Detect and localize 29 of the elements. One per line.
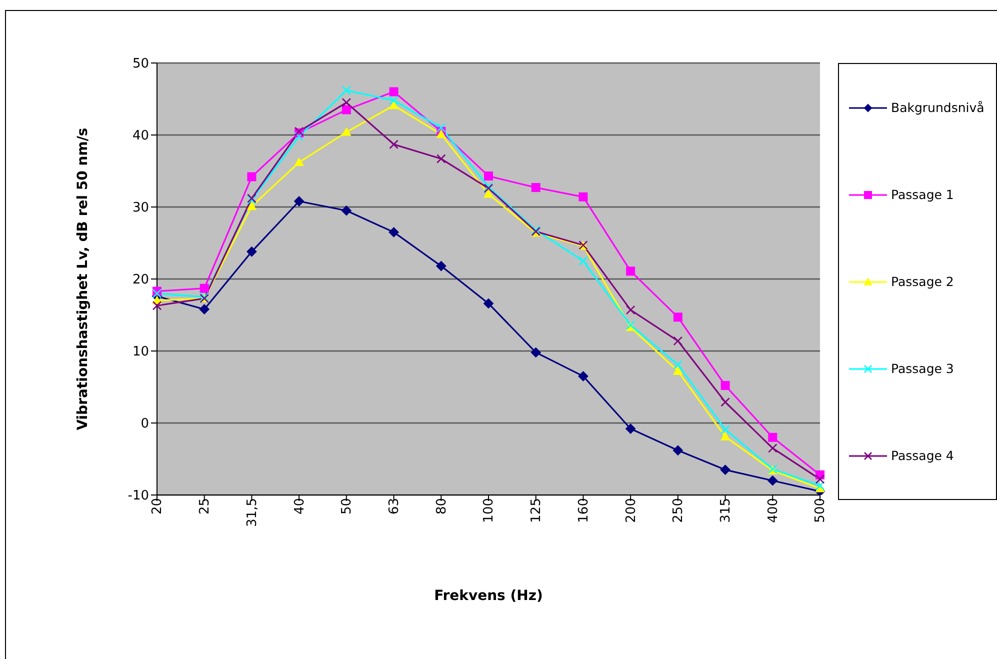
y-axis-title: Vibrationshastighet Lv, dB rel 50 nm/s: [74, 128, 91, 430]
x-tick-label: 125: [529, 498, 544, 523]
legend-label: Passage 3: [891, 361, 954, 376]
x-tick-label: 160: [576, 498, 592, 523]
y-tick-label: 50: [132, 56, 149, 72]
y-tick-label: 20: [132, 272, 149, 288]
y-tick-label: 30: [132, 200, 149, 216]
x-tick-label: 315: [718, 498, 734, 523]
x-tick-label: 25: [198, 498, 213, 515]
x-tick-label: 250: [671, 498, 686, 523]
x-tick-label: 40: [292, 498, 308, 515]
x-tick-label: 80: [434, 498, 450, 515]
y-tick-label: 10: [132, 344, 149, 360]
x-tick-label: 50: [340, 498, 355, 515]
x-tick-label: 31,5: [244, 498, 260, 527]
y-tick-label: 0: [140, 416, 149, 432]
x-tick-label: 63: [387, 498, 402, 515]
legend-label: Passage 4: [891, 448, 954, 463]
x-axis-title: Frekvens (Hz): [434, 588, 543, 604]
legend-label: Passage 2: [891, 274, 954, 289]
x-tick-label: 20: [150, 498, 166, 515]
y-tick-label: 40: [132, 128, 149, 144]
x-tick-label: 200: [624, 498, 639, 523]
x-tick-label: 500: [813, 498, 828, 523]
x-tick-label: 400: [766, 498, 781, 523]
legend-label: Bakgrundsnivå: [891, 100, 984, 115]
y-tick-label: -10: [128, 488, 149, 504]
x-tick-label: 100: [482, 498, 497, 523]
legend-label: Passage 1: [891, 187, 954, 202]
